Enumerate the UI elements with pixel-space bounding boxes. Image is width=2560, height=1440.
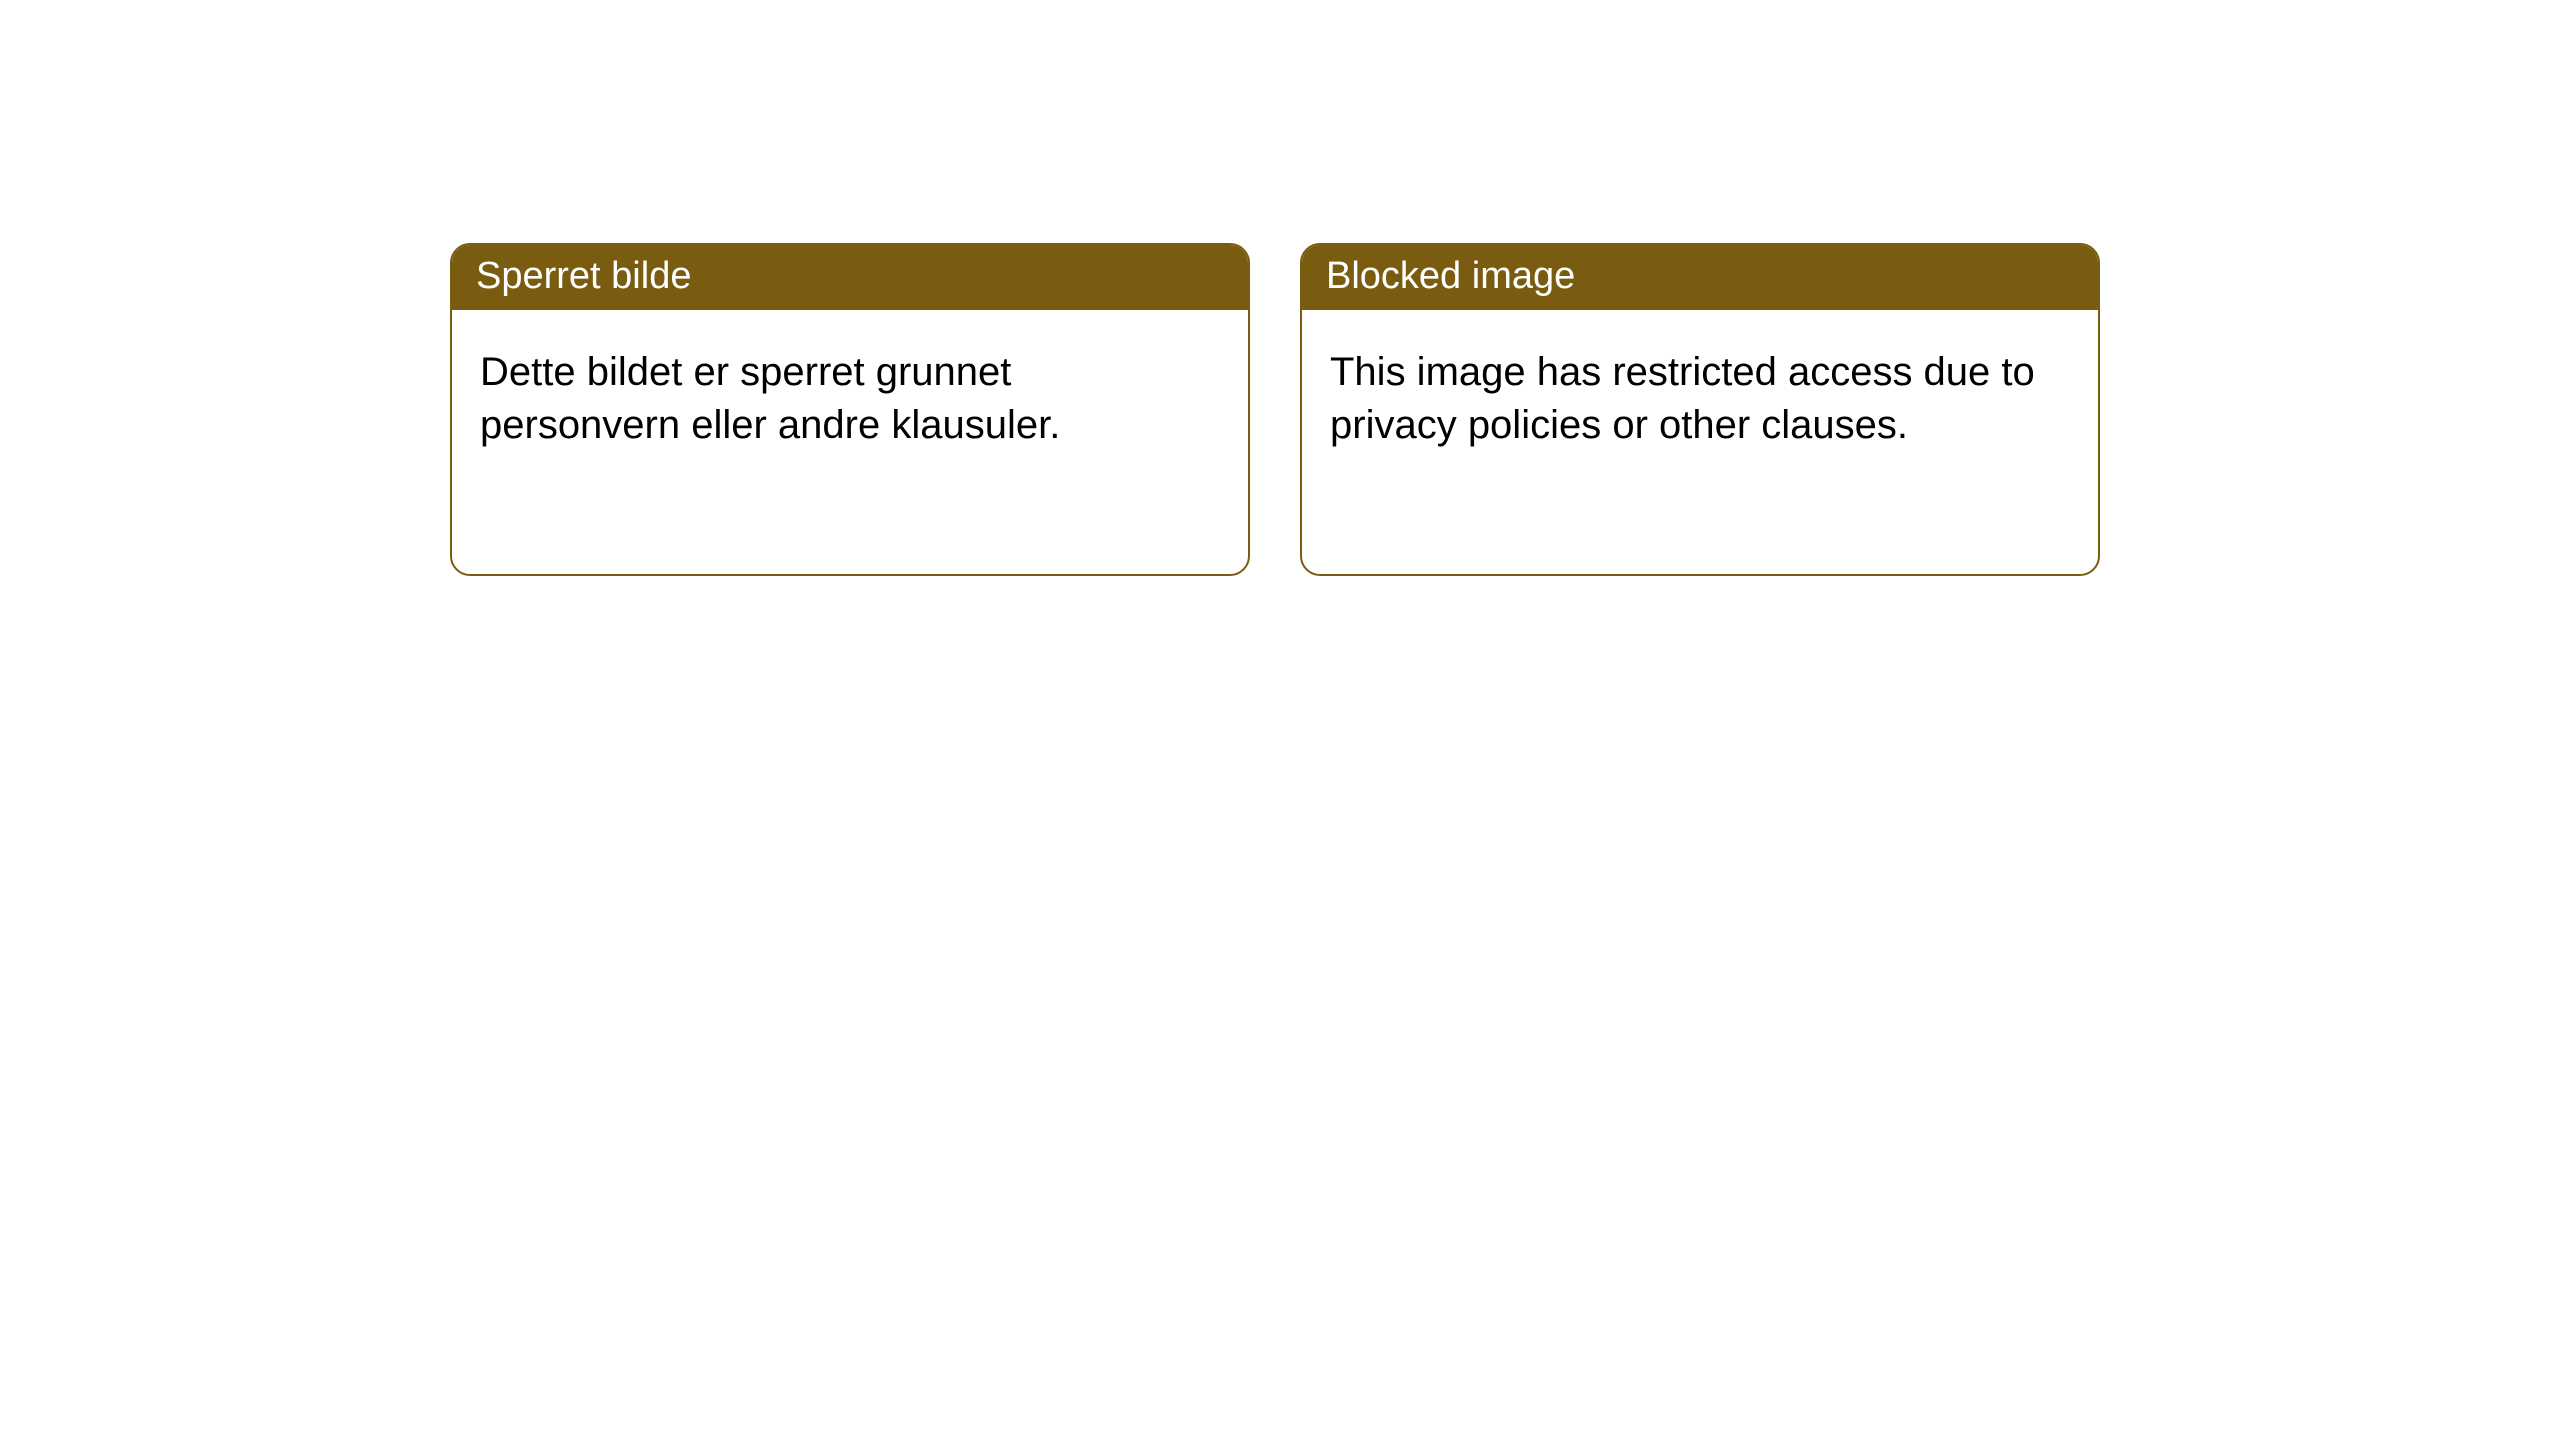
card-title: Blocked image [1326, 255, 1575, 297]
notice-card-norwegian: Sperret bilde Dette bildet er sperret gr… [450, 243, 1250, 576]
card-body: This image has restricted access due to … [1302, 310, 2098, 488]
card-header: Blocked image [1302, 245, 2098, 310]
card-header: Sperret bilde [452, 245, 1248, 310]
notice-card-english: Blocked image This image has restricted … [1300, 243, 2100, 576]
card-body-text: Dette bildet er sperret grunnet personve… [480, 350, 1060, 447]
card-body: Dette bildet er sperret grunnet personve… [452, 310, 1248, 488]
notice-cards-container: Sperret bilde Dette bildet er sperret gr… [0, 0, 2560, 576]
card-body-text: This image has restricted access due to … [1330, 350, 2035, 447]
card-title: Sperret bilde [476, 255, 691, 297]
